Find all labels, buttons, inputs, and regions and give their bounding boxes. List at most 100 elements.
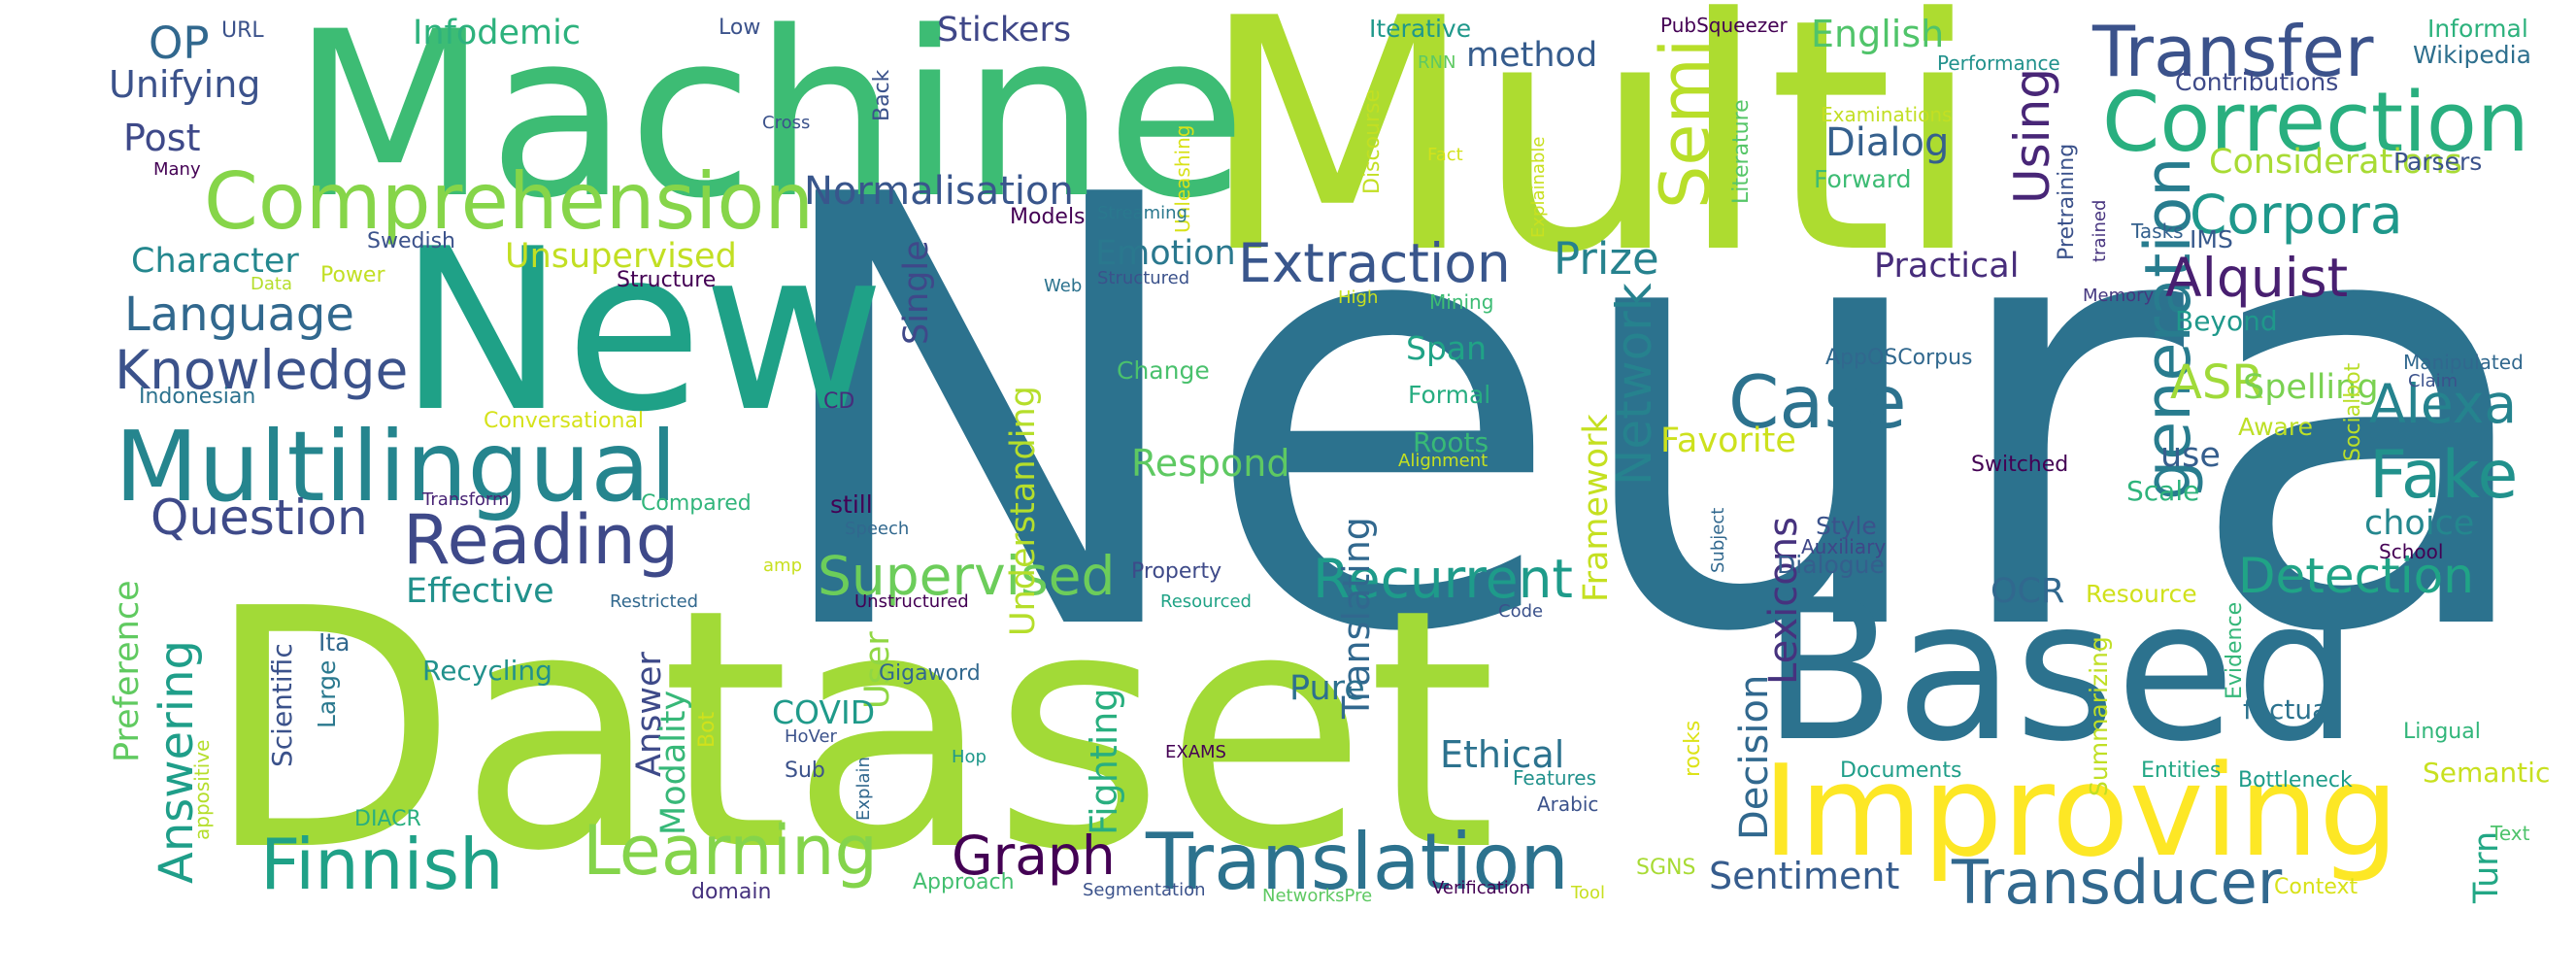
word-translating: Translating xyxy=(1335,517,1378,720)
word-trained: trained xyxy=(2090,200,2110,262)
word-lexicons: Lexicons xyxy=(1761,517,1806,685)
word-preference: Preference xyxy=(108,580,147,762)
word-user: User xyxy=(858,631,897,709)
word-explainable: Explainable xyxy=(1528,137,1549,238)
word-informal: Informal xyxy=(2427,15,2528,43)
word-parsers: Parsers xyxy=(2393,148,2482,176)
word-stickers: Stickers xyxy=(937,11,1071,50)
word-unleashing: Unleashing xyxy=(1171,125,1194,233)
word-beyond: Beyond xyxy=(2175,305,2278,337)
word-new: New xyxy=(398,202,886,461)
word-sgns: SGNS xyxy=(1636,856,1695,880)
word-verification: Verification xyxy=(1432,878,1530,898)
word-subject: Subject xyxy=(1708,508,1728,573)
word-neural: Neural xyxy=(757,72,2576,761)
word-forward: Forward xyxy=(1814,165,1912,193)
word-infodemic: Infodemic xyxy=(413,14,581,52)
word-restricted: Restricted xyxy=(610,591,698,612)
word-structure: Structure xyxy=(617,268,716,292)
word-approach: Approach xyxy=(913,870,1015,894)
word-reading: Reading xyxy=(403,500,679,580)
word-answer: Answer xyxy=(630,651,669,777)
word-bottleneck: Bottleneck xyxy=(2238,768,2353,793)
word-entities: Entities xyxy=(2141,759,2221,783)
word-auxiliary: Auxiliary xyxy=(1801,535,1886,558)
word-still: still xyxy=(830,490,873,519)
word-arabic: Arabic xyxy=(1537,793,1598,816)
word-amp: amp xyxy=(763,556,802,576)
word-documents: Documents xyxy=(1840,759,1961,783)
word-swedish: Swedish xyxy=(367,229,455,253)
word-turn: Turn xyxy=(2467,831,2506,904)
word-decision: Decision xyxy=(1732,675,1777,840)
word-correction: Correction xyxy=(2102,75,2529,171)
word-multi: Multi xyxy=(1199,0,1983,323)
word-unsupervised: Unsupervised xyxy=(505,237,737,276)
word-apposcorpus: AppOSCorpus xyxy=(1825,346,1973,370)
word-covid: COVID xyxy=(772,693,875,731)
word-choice: choice xyxy=(2364,504,2474,543)
word-indonesian: Indonesian xyxy=(139,385,255,409)
word-fake: Fake xyxy=(2369,437,2518,514)
word-bot: Bot xyxy=(695,711,719,748)
word-style: Style xyxy=(1816,512,1877,540)
word-literature: Literature xyxy=(1729,99,1754,204)
word-structured: Structured xyxy=(1097,268,1189,288)
word-transfer: Transfer xyxy=(2091,11,2374,92)
word-extraction: Extraction xyxy=(1238,232,1511,294)
word-fact: Fact xyxy=(1427,145,1463,165)
word-ita: Ita xyxy=(318,628,351,657)
word-normalisation: Normalisation xyxy=(804,169,1074,214)
word-generation: generation xyxy=(2132,156,2205,500)
word-respond: Respond xyxy=(1131,442,1289,485)
word-supervised: Supervised xyxy=(818,545,1115,607)
word-english: English xyxy=(1811,13,1944,55)
word-sub: Sub xyxy=(785,759,825,783)
word-power: Power xyxy=(320,263,385,287)
word-case: Case xyxy=(1728,359,1907,445)
word-graph: Graph xyxy=(952,825,1116,887)
word-using: Using xyxy=(2004,68,2060,204)
word-detection: Detection xyxy=(2238,548,2474,604)
word-wikipedia: Wikipedia xyxy=(2413,41,2531,69)
word-machine: Machine xyxy=(291,0,1247,249)
word-exams: EXAMS xyxy=(1165,742,1226,762)
word-alexa: Alexa xyxy=(2369,373,2517,435)
word-pubsqueezer: PubSqueezer xyxy=(1660,14,1789,37)
word-tasks: Tasks xyxy=(2130,219,2184,243)
word-post: Post xyxy=(123,117,201,159)
word-pure: Pure xyxy=(1289,669,1365,708)
word-gigaword: Gigaword xyxy=(879,661,981,686)
word-dataset: Dataset xyxy=(204,539,1496,924)
word-op: OP xyxy=(149,17,210,69)
word-hover: HoVer xyxy=(785,726,838,747)
word-understanding: Understanding xyxy=(1004,386,1043,636)
word-practical: Practical xyxy=(1874,247,2019,286)
word-asr: ASR xyxy=(2170,355,2264,410)
word-improving: Improving xyxy=(1762,737,2399,885)
word-scientific: Scientific xyxy=(266,643,298,767)
word-networkspre: NetworksPre xyxy=(1262,886,1372,906)
word-recurrent: Recurrent xyxy=(1313,548,1573,610)
word-data: Data xyxy=(251,274,292,294)
word-change: Change xyxy=(1117,356,1210,385)
word-back: Back xyxy=(870,69,894,121)
word-pretraining: Pretraining xyxy=(2055,144,2079,260)
word-recycling: Recycling xyxy=(422,655,552,687)
word-context: Context xyxy=(2274,875,2359,899)
word-ocr: OCR xyxy=(1991,572,2064,611)
word-memory: Memory xyxy=(2083,286,2155,306)
word-fighting: Fighting xyxy=(1083,688,1125,835)
word-large: Large xyxy=(313,660,341,728)
word-features: Features xyxy=(1513,766,1596,790)
word-method: method xyxy=(1466,36,1597,75)
word-roots: Roots xyxy=(1413,426,1489,458)
word-cross: Cross xyxy=(762,113,810,133)
word-iterative: Iterative xyxy=(1369,15,1471,43)
word-sentiment: Sentiment xyxy=(1709,855,1899,897)
word-appositive: appositive xyxy=(190,740,214,840)
word-resource: Resource xyxy=(2086,580,2197,608)
word-many: Many xyxy=(153,159,201,180)
word-single: Single xyxy=(897,240,936,345)
